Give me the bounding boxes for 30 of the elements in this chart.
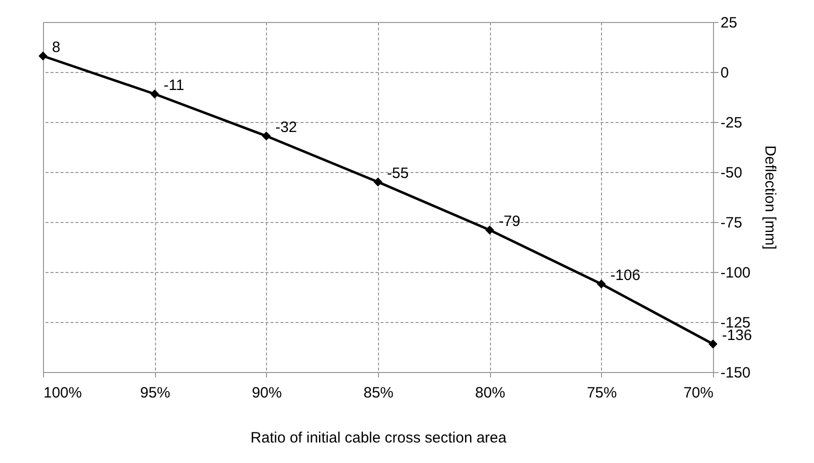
data-label: -106 [610,267,640,284]
x-tick-label: 95% [140,384,170,402]
y-tick-label: -25 [720,114,742,132]
data-label: -136 [722,327,752,344]
point [150,90,160,98]
y-tick-label: -100 [720,264,751,282]
point [374,178,382,186]
point [38,52,48,60]
y-tick-label: -50 [720,164,742,182]
data-label: 8 [52,39,60,56]
data-label: -32 [275,119,298,136]
point [262,132,271,140]
y-tick-label: -150 [720,364,751,382]
data-label: -55 [387,165,409,182]
x-tick-label: 85% [363,384,394,402]
x-tick-label: 70% [683,384,714,402]
y-tick-label: 0 [720,64,729,82]
x-tick-label: 75% [586,384,617,402]
x-tick-label: 100% [44,384,82,402]
y-tick-label: -75 [720,214,742,232]
x-axis-title: Ratio of initial cable cross section area [250,430,508,446]
point [485,226,494,234]
point [596,280,606,288]
y-axis-title: Deflection [mm] [762,145,779,250]
x-tick-label: 90% [252,384,282,402]
data-label: -11 [164,77,184,94]
y-tick-label: 25 [720,14,738,32]
x-tick-label: 80% [475,384,506,402]
data-label: -79 [498,213,520,230]
point [708,340,718,348]
